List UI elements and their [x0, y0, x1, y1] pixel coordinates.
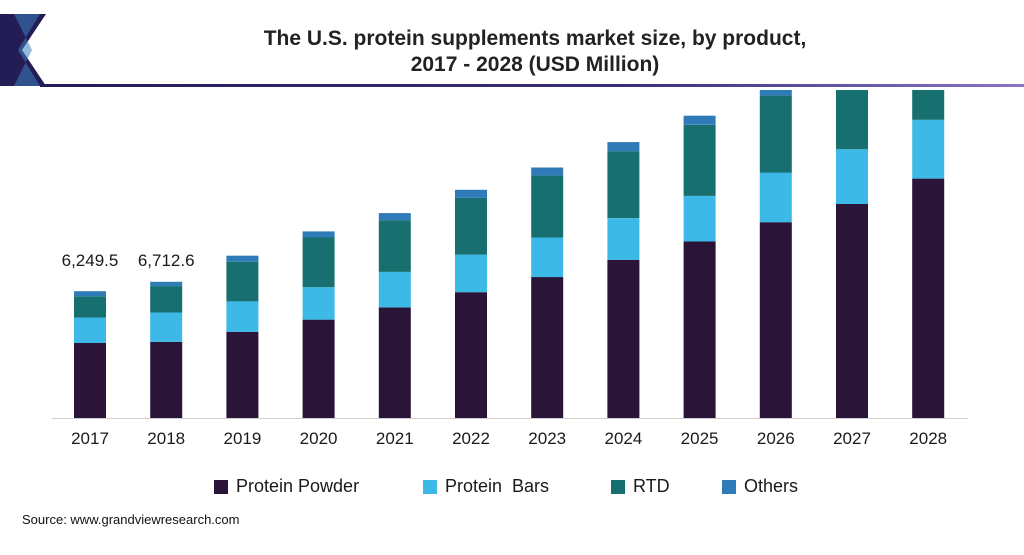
- bar-segment-protein-bars-2018: [150, 312, 183, 342]
- bar-segment-protein-bars-2020: [302, 287, 335, 320]
- bar-segment-protein-bars-2019: [226, 301, 259, 332]
- bar-segment-rtd-2026: [759, 95, 792, 173]
- x-tick-label-2022: 2022: [452, 429, 490, 448]
- title-divider: [40, 84, 1024, 87]
- bar-segment-rtd-2018: [150, 286, 183, 313]
- bar-segment-protein-powder-2020: [302, 319, 335, 418]
- bar-segment-protein-bars-2025: [683, 195, 716, 242]
- x-tick-label-2025: 2025: [681, 429, 719, 448]
- bar-segment-protein-powder-2018: [150, 341, 183, 418]
- bar-segment-others-2022: [455, 189, 487, 198]
- x-tick-label-2028: 2028: [909, 429, 947, 448]
- bar-segment-others-2025: [683, 115, 716, 125]
- bar-segment-protein-powder-2023: [531, 277, 564, 418]
- bar-segment-others-2023: [531, 167, 564, 176]
- legend-swatch: [722, 479, 736, 494]
- bar-segment-rtd-2023: [531, 175, 564, 238]
- x-tick-label-2019: 2019: [223, 429, 261, 448]
- bar-segment-protein-powder-2017: [74, 342, 106, 418]
- legend-label: Protein Powder: [236, 476, 360, 496]
- grand-view-research-logo: [0, 14, 46, 86]
- bar-segment-protein-bars-2021: [378, 271, 411, 308]
- bar-segment-protein-bars-2028: [912, 119, 945, 179]
- bar-segment-protein-powder-2019: [226, 331, 259, 418]
- bar-segment-rtd-2028: [912, 90, 945, 120]
- legend-item-protein-bars: Protein Bars: [423, 476, 549, 497]
- x-tick-label-2027: 2027: [833, 429, 871, 448]
- x-tick-label-2021: 2021: [376, 429, 414, 448]
- bar-segment-others-2018: [150, 281, 183, 287]
- source-note: Source: www.grandviewresearch.com: [22, 512, 240, 527]
- x-tick-label-2017: 2017: [71, 429, 109, 448]
- chart-legend: Protein Powder Protein Bars RTD Others: [0, 476, 1024, 500]
- bar-segment-rtd-2025: [683, 124, 716, 196]
- stacked-bar-chart: 2017 2018 2019 2020 2021 2022 2023 2024 2025 2026…: [52, 90, 968, 448]
- data-label-2018: 6,712.6: [138, 251, 195, 270]
- bar-segment-others-2021: [378, 213, 411, 221]
- x-tick-label-2023: 2023: [528, 429, 566, 448]
- legend-swatch: [214, 479, 228, 494]
- bar-segment-protein-bars-2026: [759, 172, 792, 223]
- bar-segment-others-2024: [607, 142, 640, 152]
- chart-title-line-1: The U.S. protein supplements market size…: [263, 27, 807, 50]
- bar-segment-rtd-2024: [607, 151, 640, 219]
- bar-segment-others-2020: [302, 231, 335, 238]
- bar-segment-rtd-2027: [836, 90, 868, 150]
- x-tick-label-2020: 2020: [300, 429, 338, 448]
- legend-label: Others: [744, 476, 799, 496]
- data-label-2017: 6,249.5: [62, 251, 119, 270]
- bar-segment-protein-powder-2027: [836, 204, 868, 418]
- x-tick-label-2024: 2024: [604, 429, 642, 448]
- bar-segment-protein-bars-2023: [531, 237, 564, 278]
- bar-segment-others-2019: [226, 255, 259, 262]
- chart-title-line-2: 2017 - 2028 (USD Million): [410, 53, 660, 76]
- bar-segment-protein-powder-2024: [607, 259, 640, 418]
- bar-segment-others-2017: [74, 291, 106, 297]
- bar-segment-protein-bars-2017: [74, 317, 106, 343]
- legend-label: Protein Bars: [445, 476, 550, 496]
- bar-segment-rtd-2020: [302, 237, 335, 288]
- bar-segment-protein-powder-2021: [378, 307, 411, 418]
- legend-item-rtd: RTD: [611, 476, 670, 497]
- legend-swatch: [611, 479, 625, 494]
- bar-segment-protein-powder-2022: [455, 292, 487, 418]
- bar-segment-rtd-2021: [378, 220, 411, 272]
- legend-label: RTD: [633, 476, 670, 496]
- legend-item-protein-powder: Protein Powder: [214, 476, 359, 497]
- bar-segment-protein-bars-2022: [455, 254, 487, 293]
- legend-item-others: Others: [722, 476, 798, 497]
- bar-segment-protein-powder-2026: [759, 222, 792, 418]
- bar-segment-protein-bars-2027: [836, 149, 868, 204]
- bar-segment-rtd-2017: [74, 296, 106, 318]
- bar-segment-rtd-2019: [226, 261, 259, 302]
- bar-segment-protein-powder-2025: [683, 241, 716, 418]
- x-tick-label-2026: 2026: [757, 429, 795, 448]
- x-tick-label-2018: 2018: [147, 429, 185, 448]
- bar-segment-others-2026: [759, 90, 792, 96]
- bar-segment-rtd-2022: [455, 197, 487, 255]
- bar-segment-protein-bars-2024: [607, 218, 640, 260]
- bar-segment-protein-powder-2028: [912, 178, 945, 418]
- legend-swatch: [423, 479, 437, 494]
